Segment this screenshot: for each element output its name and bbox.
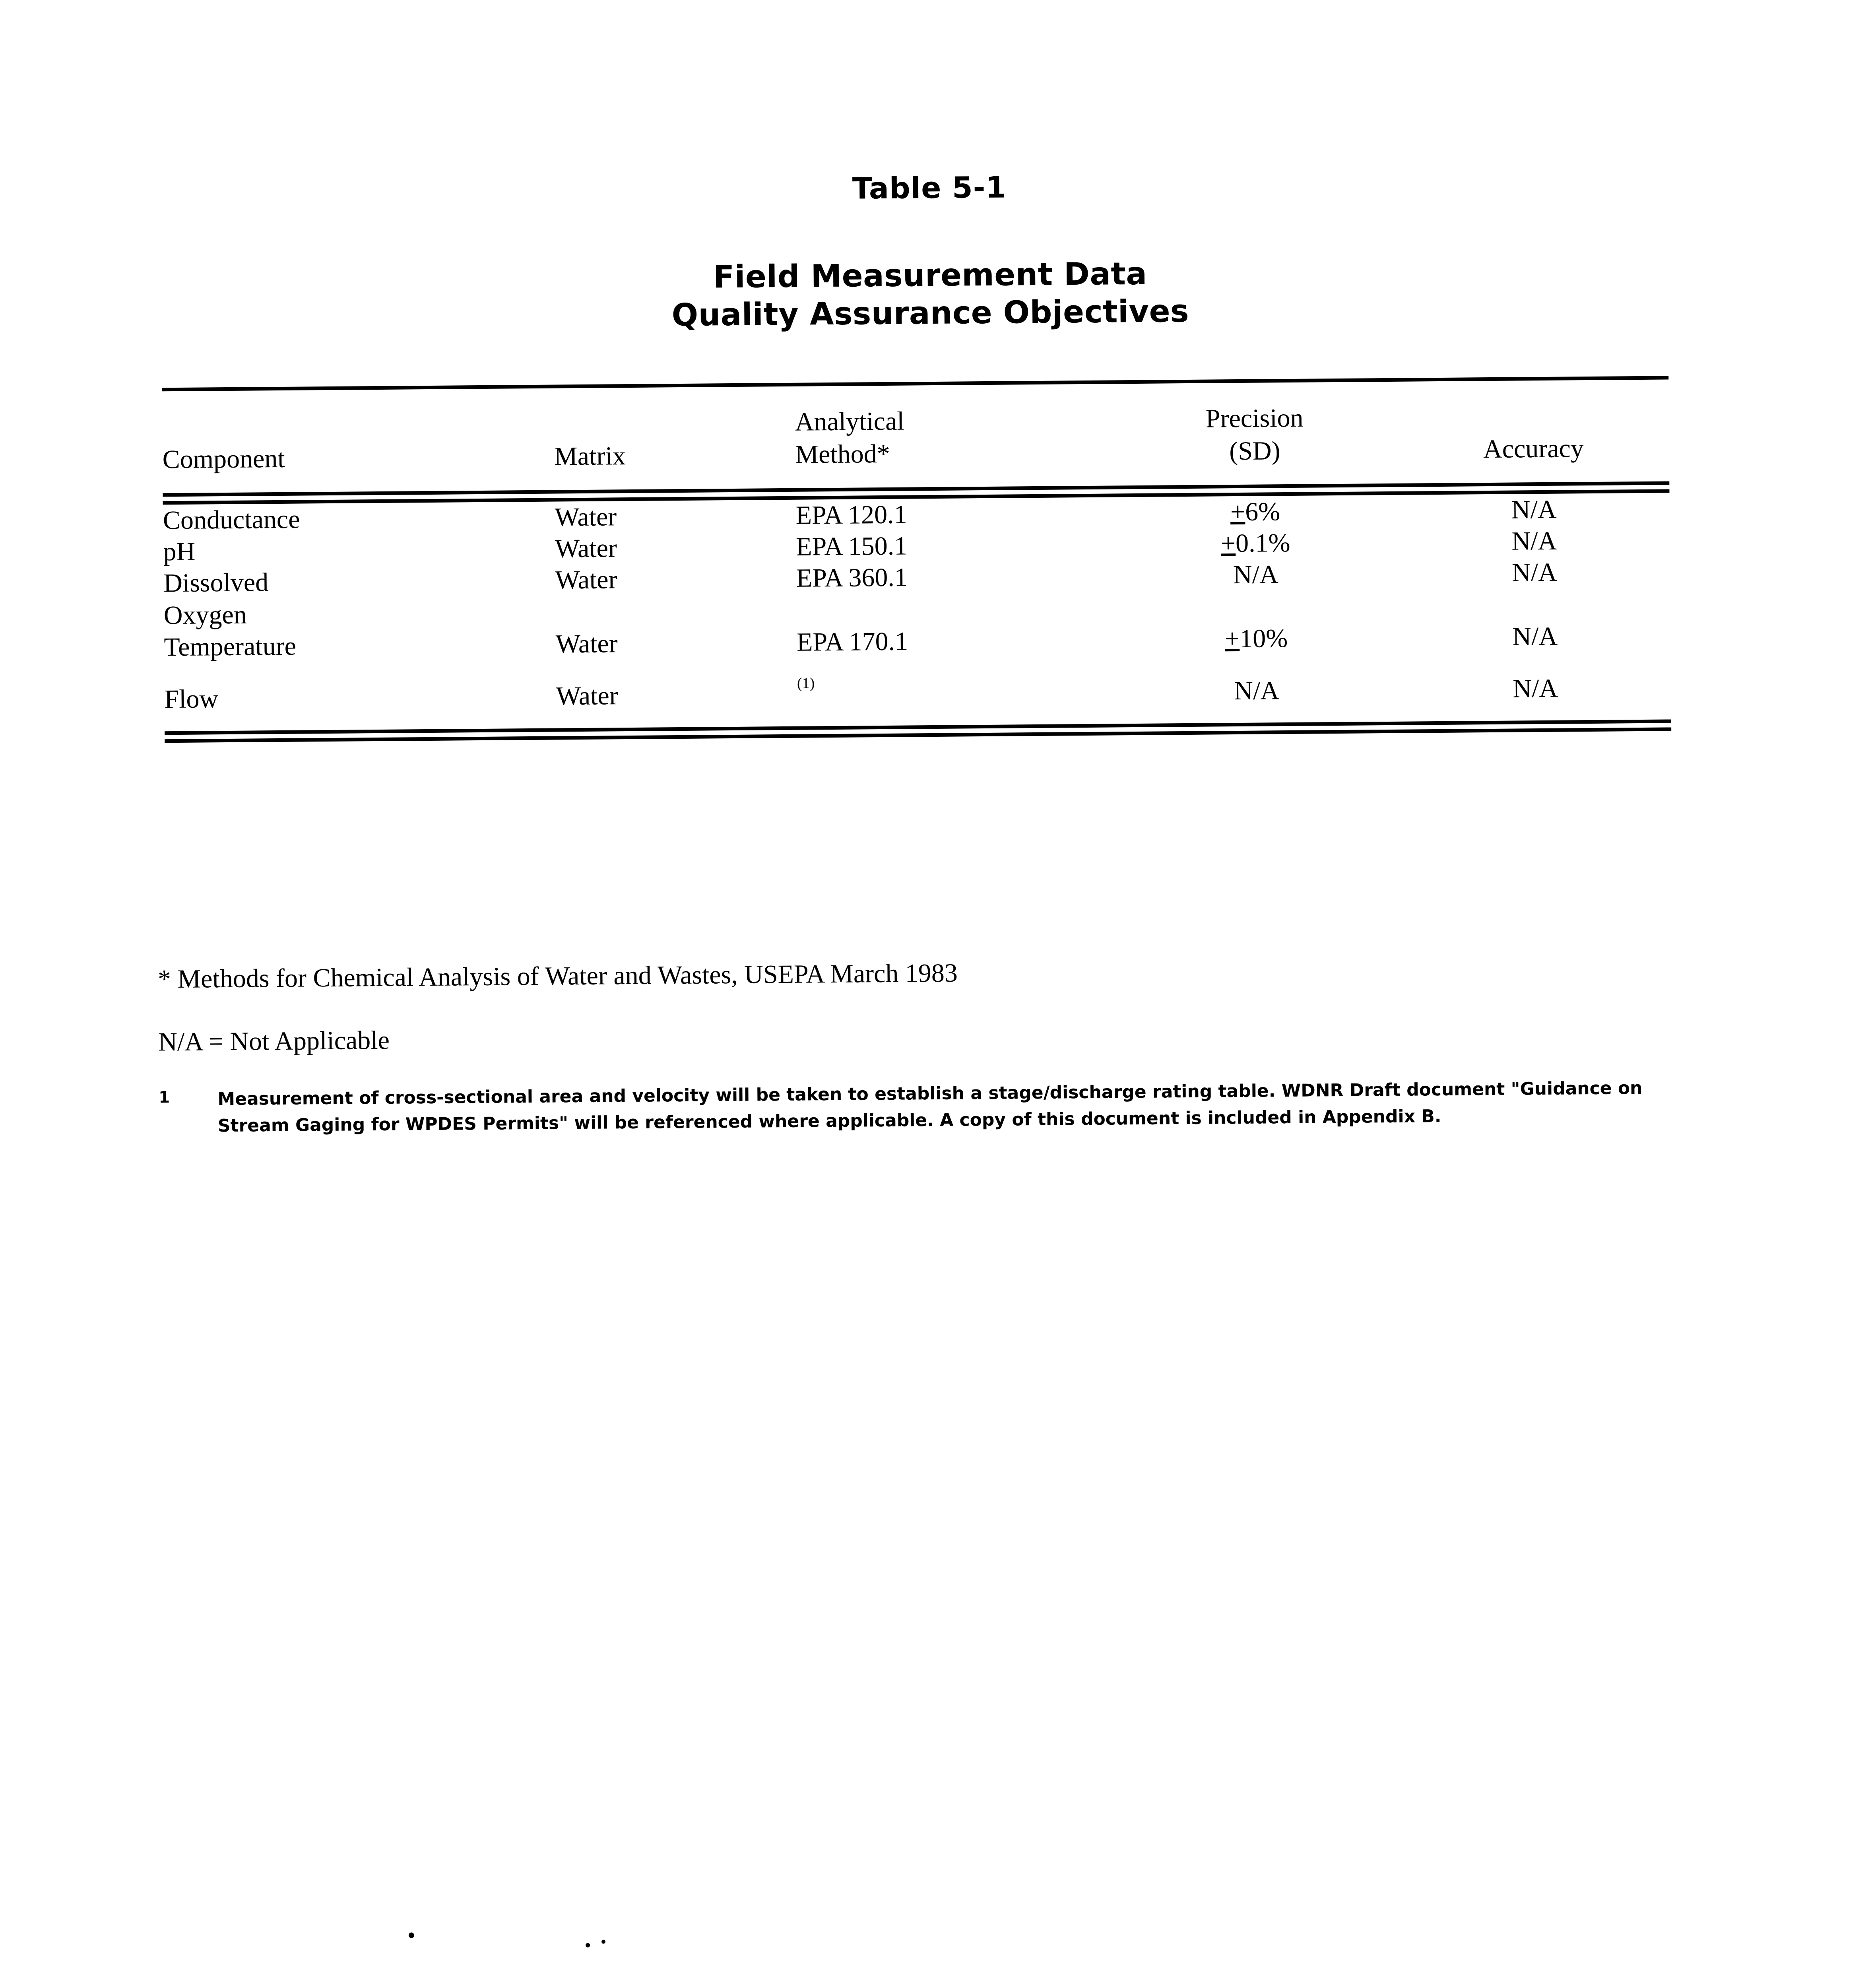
header-precision-label: Precision bbox=[1205, 403, 1304, 433]
precision-value: 10% bbox=[1239, 624, 1288, 654]
scan-speck bbox=[586, 1943, 590, 1947]
cell-accuracy: N/A bbox=[1511, 526, 1557, 556]
header-component: Component bbox=[162, 444, 285, 474]
cell-method: (1) bbox=[797, 656, 1114, 726]
header-cell-matrix-spacer bbox=[554, 386, 795, 442]
precision-value: N/A bbox=[1233, 560, 1278, 590]
plus-minus-sign: + bbox=[1220, 529, 1236, 558]
table-title: Field Measurement Data Quality Assurance… bbox=[0, 250, 1866, 340]
header-cell-accuracy-spacer bbox=[1397, 379, 1669, 435]
header-cell-component-spacer bbox=[162, 388, 554, 445]
cell-matrix: Water bbox=[556, 681, 619, 711]
header-accuracy: Accuracy bbox=[1483, 434, 1584, 464]
footnotes: * Methods for Chemical Analysis of Water… bbox=[158, 952, 1690, 1140]
scan-speck bbox=[408, 1932, 414, 1938]
footnote-reference: (1) bbox=[797, 675, 815, 692]
cell-method: EPA 120.1 bbox=[795, 500, 907, 530]
cell-precision: +0.1% bbox=[1112, 526, 1399, 560]
cell-precision: N/A bbox=[1112, 558, 1399, 624]
cell-component: Temperature bbox=[164, 631, 297, 662]
cell-accuracy: N/A bbox=[1512, 621, 1558, 651]
header-method: Method* bbox=[795, 439, 890, 469]
title-block: Table 5-1 Field Measurement Data Quality… bbox=[0, 164, 1866, 340]
cell-component: Dissolved Oxygen bbox=[163, 565, 556, 632]
header-precision-sd: (SD) bbox=[1229, 436, 1280, 466]
cell-component-line-1: Dissolved bbox=[163, 568, 269, 598]
cell-component-line-2: Oxygen bbox=[163, 600, 247, 630]
cell-precision: +10% bbox=[1113, 622, 1400, 656]
precision-value: 0.1% bbox=[1235, 528, 1290, 558]
footnote-number-text: Measurement of cross-sectional area and … bbox=[217, 1078, 1643, 1136]
cell-matrix: Water bbox=[555, 629, 618, 659]
cell-method: EPA 170.1 bbox=[796, 627, 908, 657]
header-analytical-label: Analytical bbox=[795, 406, 904, 437]
cell-matrix: Water bbox=[554, 502, 617, 532]
footnote-na-legend: N/A = Not Applicable bbox=[158, 1025, 390, 1057]
plus-minus-sign: + bbox=[1230, 497, 1245, 526]
qa-objectives-table: Analytical Precision Component Matrix Me… bbox=[162, 376, 1672, 743]
cell-accuracy: N/A bbox=[1513, 674, 1558, 703]
cell-accuracy: N/A bbox=[1511, 557, 1558, 587]
table-body: Conductance Water EPA 120.1 +6% N/A pH W… bbox=[163, 493, 1671, 731]
table-header: Analytical Precision Component Matrix Me… bbox=[162, 379, 1669, 493]
footnote-number-marker: 1 bbox=[159, 1088, 170, 1107]
table-number: Table 5-1 bbox=[852, 170, 1007, 206]
cell-accuracy: N/A bbox=[1511, 495, 1557, 524]
cell-matrix: Water bbox=[555, 534, 617, 563]
cell-component: pH bbox=[163, 537, 196, 567]
cell-component: Flow bbox=[164, 684, 219, 714]
table-row: Dissolved Oxygen Water EPA 360.1 N/A N/A bbox=[163, 556, 1670, 632]
precision-value: 6% bbox=[1245, 497, 1280, 526]
footnote-asterisk: * Methods for Chemical Analysis of Water… bbox=[157, 958, 958, 994]
cell-precision: N/A bbox=[1113, 653, 1400, 724]
cell-component: Conductance bbox=[163, 505, 300, 535]
header-matrix: Matrix bbox=[554, 441, 626, 471]
precision-value: N/A bbox=[1234, 676, 1280, 706]
footnote-numbered: 1 Measurement of cross-sectional area an… bbox=[159, 1075, 1690, 1140]
cell-precision: +6% bbox=[1112, 495, 1399, 529]
plus-minus-sign: + bbox=[1224, 624, 1240, 654]
table-row: Flow Water (1) N/A N/A bbox=[164, 651, 1671, 731]
cell-matrix: Water bbox=[555, 565, 617, 595]
scan-speck bbox=[601, 1939, 606, 1944]
cell-method: EPA 360.1 bbox=[796, 563, 908, 593]
cell-method: EPA 150.1 bbox=[795, 531, 908, 561]
